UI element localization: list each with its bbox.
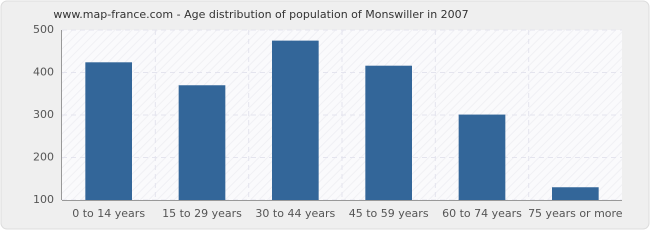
- x-tick-label: 15 to 29 years: [162, 207, 242, 220]
- x-tick-label: 45 to 59 years: [349, 207, 429, 220]
- bar: [552, 187, 599, 200]
- x-tick-label: 0 to 14 years: [72, 207, 145, 220]
- bar: [365, 65, 412, 200]
- y-tick-label: 200: [33, 151, 54, 164]
- x-tick-label: 75 years or more: [528, 207, 623, 220]
- bar: [85, 62, 132, 200]
- bar: [458, 114, 506, 200]
- x-tick-label: 30 to 44 years: [255, 207, 335, 220]
- y-tick-label: 300: [33, 108, 54, 121]
- bar: [272, 40, 319, 200]
- y-tick-label: 400: [33, 66, 54, 79]
- chart: www.map-france.com - Age distribution of…: [0, 0, 650, 230]
- y-tick-label: 500: [33, 23, 54, 36]
- bar: [178, 85, 226, 200]
- chart-title: www.map-france.com - Age distribution of…: [53, 8, 468, 21]
- x-tick-label: 60 to 74 years: [442, 207, 522, 220]
- y-tick-label: 100: [33, 193, 54, 206]
